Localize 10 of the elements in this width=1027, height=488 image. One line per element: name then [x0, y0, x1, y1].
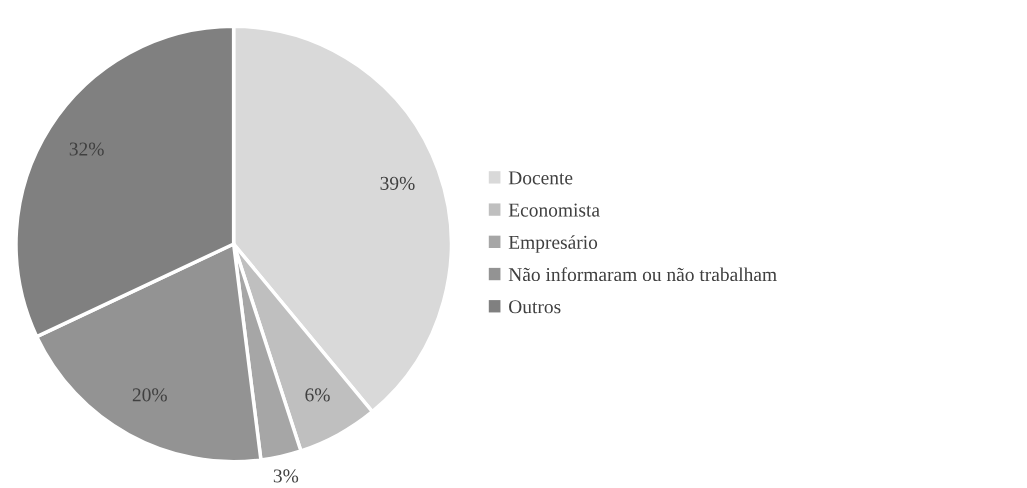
- data-label: 39%: [380, 176, 415, 190]
- data-label: 6%: [305, 388, 330, 402]
- legend-label: Economista: [508, 203, 600, 217]
- legend-label: Docente: [508, 171, 573, 185]
- data-label: 3%: [273, 469, 299, 483]
- data-label: 32%: [69, 142, 104, 156]
- legend-label: Não informaram ou não trabalham: [508, 267, 777, 282]
- legend-label: Outros: [509, 300, 561, 314]
- data-label: 20%: [132, 388, 167, 402]
- legend-label: Empresário: [508, 235, 598, 253]
